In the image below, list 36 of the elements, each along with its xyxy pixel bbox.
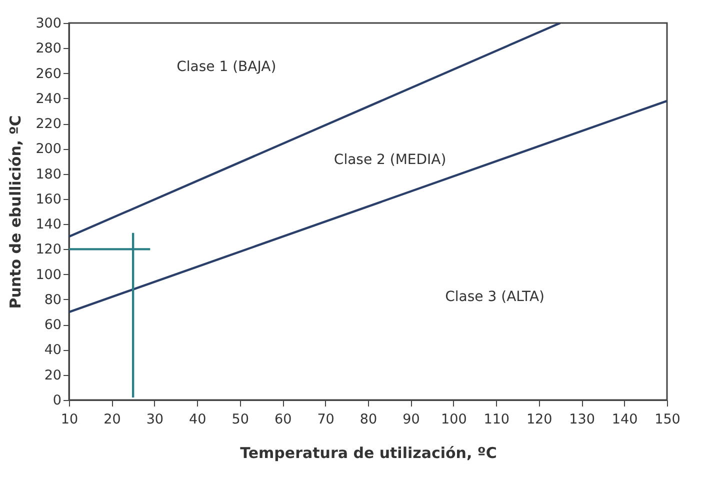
x-tick-label: 60 — [274, 412, 292, 428]
y-tick-label: 40 — [44, 342, 62, 358]
y-tick-label: 80 — [44, 292, 62, 308]
y-tick-label: 220 — [36, 116, 62, 132]
y-tick-label: 180 — [36, 166, 62, 182]
x-axis-title: Temperatura de utilización, ºC — [240, 444, 497, 462]
x-tick-label: 130 — [569, 412, 595, 428]
x-tick-label: 30 — [146, 412, 164, 428]
x-tick-label: 140 — [612, 412, 638, 428]
annotation: Clase 2 (MEDIA) — [334, 152, 446, 168]
annotation: Clase 1 (BAJA) — [176, 59, 276, 76]
x-tick-label: 10 — [60, 412, 78, 428]
y-tick-label: 120 — [36, 242, 62, 258]
x-tick-label: 110 — [484, 412, 510, 428]
y-tick-label: 20 — [44, 367, 62, 384]
y-axis-title: Punto de ebullición, ºC — [6, 115, 25, 309]
x-tick-label: 40 — [189, 412, 206, 428]
annotation: Clase 3 (ALTA) — [445, 289, 545, 306]
y-tick-label: 240 — [36, 90, 62, 107]
x-tick-label: 150 — [654, 412, 680, 428]
y-tick-label: 60 — [44, 317, 62, 334]
x-tick-label: 20 — [104, 412, 121, 428]
x-tick-label: 50 — [232, 412, 249, 428]
y-tick-label: 300 — [36, 16, 62, 32]
x-tick-label: 90 — [402, 412, 420, 428]
x-tick-label: 120 — [526, 412, 552, 428]
x-tick-label: 100 — [441, 412, 467, 428]
y-tick-label: 160 — [36, 191, 62, 208]
x-tick-label: 70 — [317, 412, 334, 428]
y-tick-label: 200 — [36, 141, 62, 158]
x-tick-label: 80 — [360, 412, 378, 428]
y-tick-label: 100 — [36, 266, 62, 283]
y-tick-label: 0 — [52, 392, 62, 408]
y-tick-label: 140 — [36, 216, 62, 233]
y-tick-label: 280 — [36, 40, 62, 57]
y-tick-label: 260 — [36, 66, 62, 82]
